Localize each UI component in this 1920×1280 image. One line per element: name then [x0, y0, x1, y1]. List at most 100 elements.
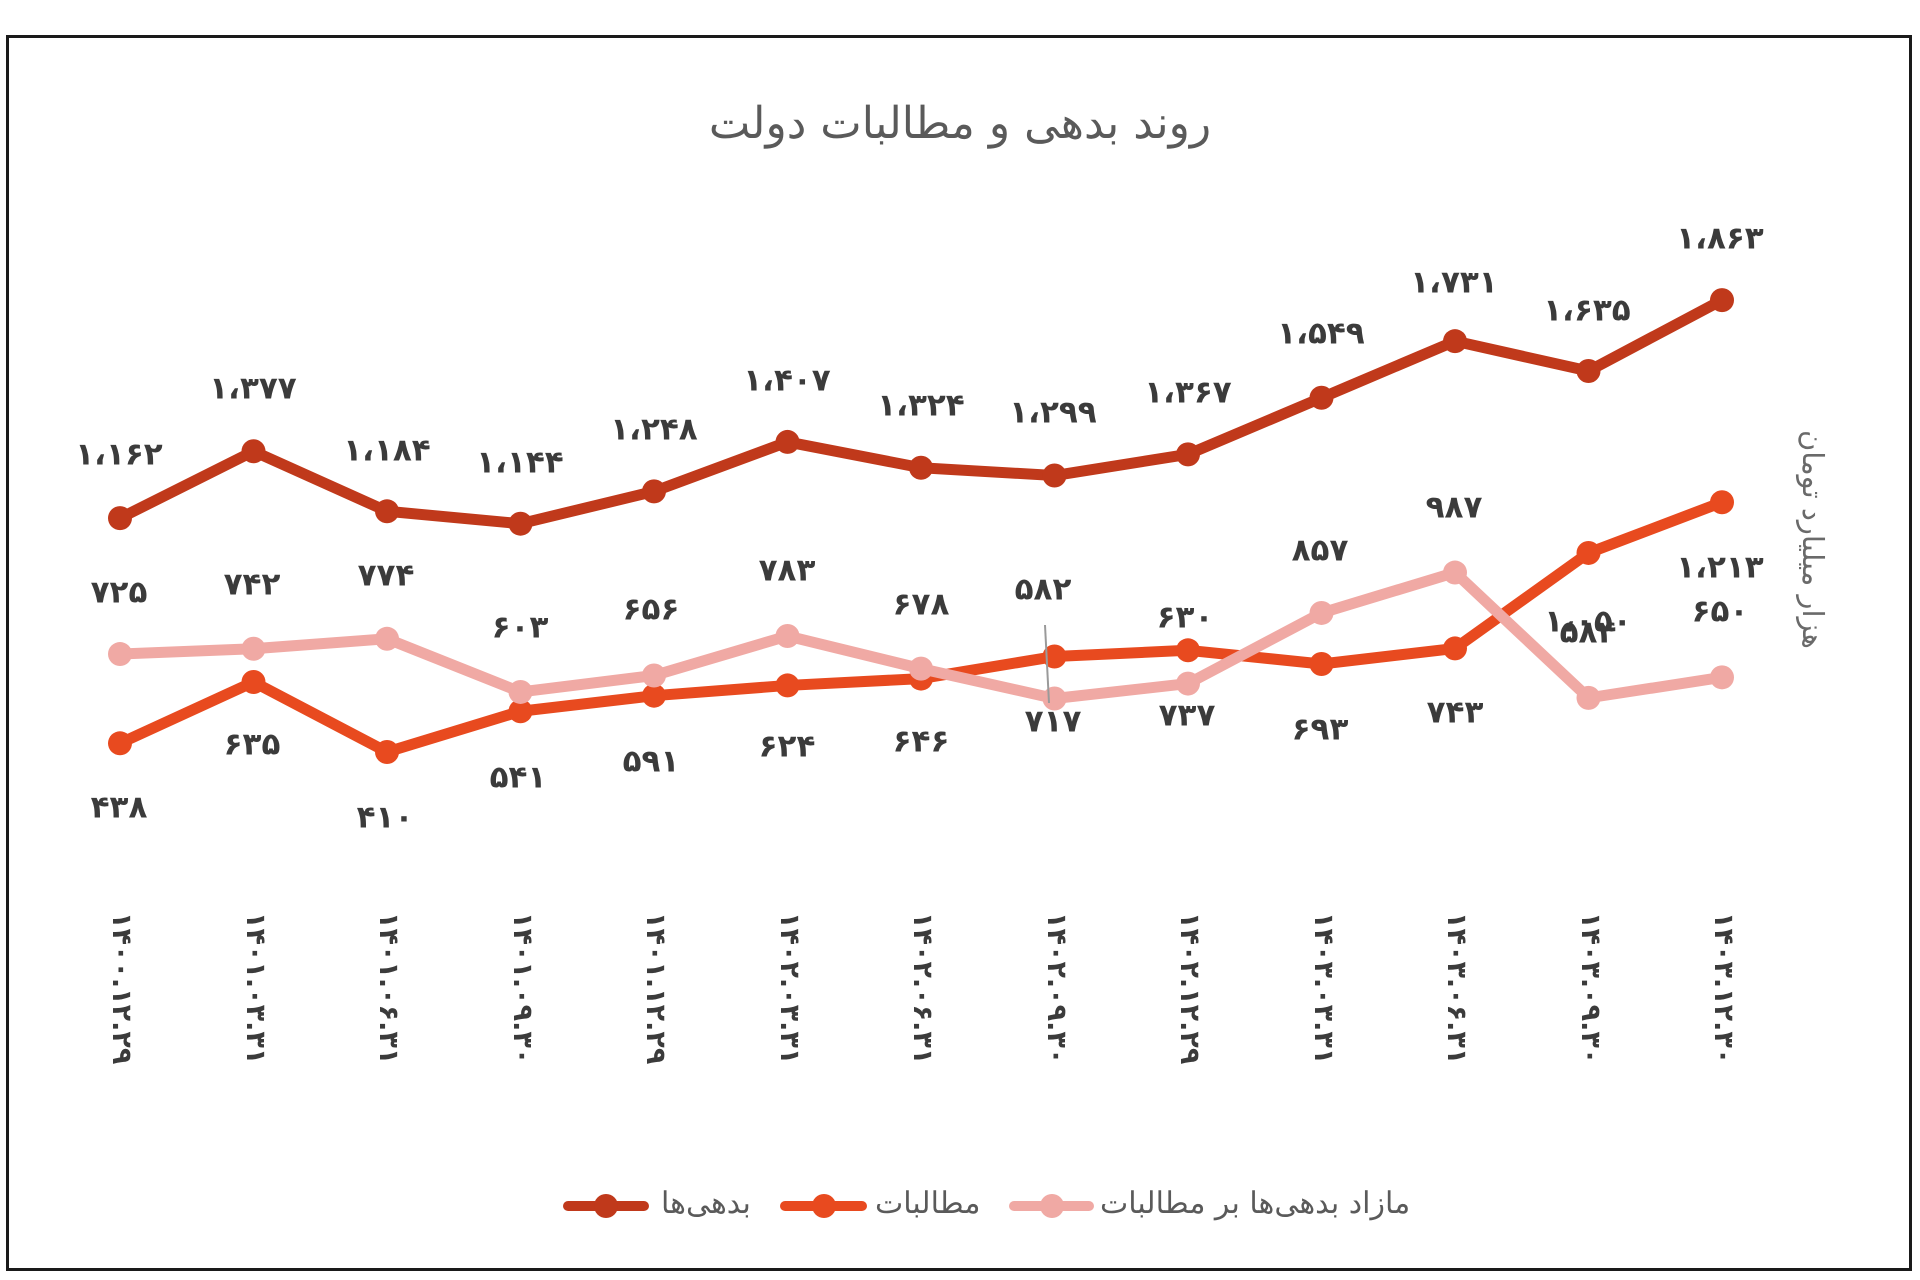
data-label-surplus: ۶۷۸: [892, 586, 950, 623]
data-point-surplus[interactable]: [1576, 685, 1601, 710]
data-label-debts: ۱،۸۶۳: [1676, 220, 1764, 257]
x-axis-label: ۱۴۰۳.۰۶.۳۱: [1441, 912, 1472, 1065]
data-label-debts: ۱،۵۴۹: [1277, 315, 1365, 352]
data-label-debts: ۱،۱۴۴: [476, 444, 564, 481]
data-label-surplus: ۶۵۰: [1691, 593, 1749, 630]
x-axis-label: ۱۴۰۳.۰۳.۳۱: [1307, 912, 1339, 1065]
data-label-surplus: ۵۸۲: [1014, 571, 1072, 608]
x-axis-label: ۱۴۰۳.۱۲.۳۰: [1708, 912, 1739, 1065]
data-point-demands[interactable]: [1176, 638, 1200, 663]
data-point-surplus[interactable]: [1176, 671, 1200, 696]
data-label-surplus: ۶۰۳: [491, 609, 549, 646]
data-point-demands[interactable]: [375, 739, 399, 764]
data-point-surplus[interactable]: [1309, 600, 1334, 625]
data-label-surplus: ۵۸۴: [1559, 614, 1617, 651]
data-point-debts[interactable]: [1576, 359, 1601, 384]
data-point-surplus[interactable]: [508, 679, 533, 704]
data-point-demands[interactable]: [1710, 490, 1734, 515]
data-point-demands[interactable]: [642, 683, 666, 708]
data-point-debts[interactable]: [909, 455, 933, 480]
data-label-demands: ۷۴۳: [1426, 694, 1484, 731]
data-point-demands[interactable]: [241, 670, 266, 695]
data-point-surplus[interactable]: [909, 656, 933, 681]
legend-label-demands: مطالبات: [875, 1186, 981, 1221]
data-label-debts: ۱،۷۳۱: [1410, 264, 1498, 301]
data-point-debts[interactable]: [1710, 288, 1734, 313]
series-debts: [108, 288, 1734, 536]
data-point-debts[interactable]: [1176, 442, 1200, 467]
data-point-debts[interactable]: [1309, 385, 1334, 410]
data-label-demands: ۵۹۱: [622, 743, 680, 780]
data-label-surplus: ۷۴۲: [223, 566, 281, 603]
data-point-debts[interactable]: [1042, 463, 1067, 488]
data-point-demands[interactable]: [775, 673, 800, 698]
data-point-debts[interactable]: [375, 499, 399, 524]
data-label-debts: ۱،۱۸۴: [343, 432, 431, 469]
data-point-demands[interactable]: [1309, 651, 1334, 676]
data-label-demands: ۴۱۰: [356, 799, 414, 836]
data-label-surplus: ۷۲۵: [90, 574, 148, 611]
data-label-debts: ۱،۳۲۴: [877, 387, 965, 424]
data-point-debts[interactable]: [241, 439, 266, 464]
data-label-debts: ۱،۳۶۷: [1144, 374, 1232, 411]
data-label-debts: ۱،۲۴۸: [610, 411, 698, 448]
legend-label-surplus: مازاد بدهی‌ها بر مطالبات: [1100, 1186, 1411, 1221]
data-label-demands: ۵۴۱: [489, 759, 547, 796]
data-label-debts: ۱،۶۳۵: [1543, 292, 1631, 329]
x-axis-label: ۱۴۰۱.۰۹.۳۰: [506, 912, 538, 1065]
x-axis-label: ۱۴۰۲.۰۳.۳۱: [773, 912, 805, 1065]
y-axis-title: هزار میلیارد تومان: [1796, 430, 1830, 649]
x-axis-label: ۱۴۰۲.۰۹.۳۰: [1040, 912, 1072, 1065]
data-label-debts: ۱،۲۹۹: [1009, 394, 1097, 431]
data-label-surplus: ۹۸۷: [1425, 489, 1483, 526]
data-point-demands[interactable]: [108, 731, 132, 756]
legend-marker-demands-icon: [812, 1194, 836, 1218]
data-point-debts[interactable]: [508, 511, 533, 536]
chart-frame: [6, 35, 1912, 1271]
data-label-surplus: ۷۸۳: [758, 552, 816, 589]
data-label-demands: ۶۹۳: [1291, 711, 1349, 748]
legend-label-debts: بدهی‌ها: [661, 1186, 751, 1221]
data-point-debts[interactable]: [108, 506, 132, 531]
data-label-surplus: ۶۳۰: [1156, 599, 1214, 636]
data-point-surplus[interactable]: [642, 663, 666, 688]
data-label-surplus: ۷۷۴: [357, 557, 415, 594]
chart-title: روند بدهی و مطالبات دولت: [708, 98, 1212, 149]
data-label-demands: ۱،۰۵۰: [1544, 603, 1632, 640]
x-axis-label: ۱۴۰۰.۱۲.۲۹: [106, 912, 137, 1065]
data-label-debts: ۱،۳۷۷: [209, 370, 297, 407]
x-axis-label: ۱۴۰۱.۱۲.۲۹: [640, 912, 671, 1065]
data-point-demands[interactable]: [508, 699, 533, 724]
data-point-debts[interactable]: [1443, 329, 1467, 354]
data-point-surplus[interactable]: [775, 623, 800, 648]
data-point-surplus[interactable]: [108, 642, 132, 667]
legend-marker-debts-icon: [594, 1194, 618, 1218]
data-point-debts[interactable]: [775, 429, 800, 454]
data-label-demands: ۶۳۵: [223, 726, 281, 763]
x-axis-label: ۱۴۰۱.۰۳.۳۱: [239, 912, 271, 1065]
x-axis-label: ۱۴۰۲.۰۶.۳۱: [907, 912, 938, 1065]
data-label-demands: ۷۳۷: [1158, 697, 1216, 734]
data-point-surplus[interactable]: [1443, 560, 1467, 585]
data-point-debts[interactable]: [642, 479, 666, 504]
series-surplus: [108, 560, 1734, 711]
data-point-surplus[interactable]: [241, 636, 266, 661]
data-label-debts: ۱،۴۰۷: [743, 362, 831, 399]
data-label-surplus: ۸۵۷: [1291, 532, 1349, 569]
data-point-demands[interactable]: [1443, 636, 1467, 661]
legend-marker-surplus-icon: [1040, 1194, 1064, 1218]
label-leader-line: [1044, 624, 1050, 704]
x-axis-label: ۱۴۰۲.۱۲.۲۹: [1174, 912, 1205, 1065]
data-point-surplus[interactable]: [1710, 665, 1734, 690]
data-point-surplus[interactable]: [375, 626, 399, 651]
data-label-surplus: ۶۵۶: [622, 591, 680, 628]
data-label-demands: ۶۲۴: [758, 728, 816, 765]
data-label-demands: ۴۳۸: [90, 789, 148, 826]
data-label-debts: ۱،۱۶۲: [75, 436, 163, 473]
data-label-demands: ۷۱۷: [1024, 703, 1082, 740]
data-point-demands[interactable]: [1042, 644, 1067, 669]
data-point-demands[interactable]: [1576, 540, 1601, 565]
x-axis-label: ۱۴۰۱.۰۶.۳۱: [373, 912, 404, 1065]
data-label-demands: ۱،۲۱۳: [1676, 549, 1764, 586]
